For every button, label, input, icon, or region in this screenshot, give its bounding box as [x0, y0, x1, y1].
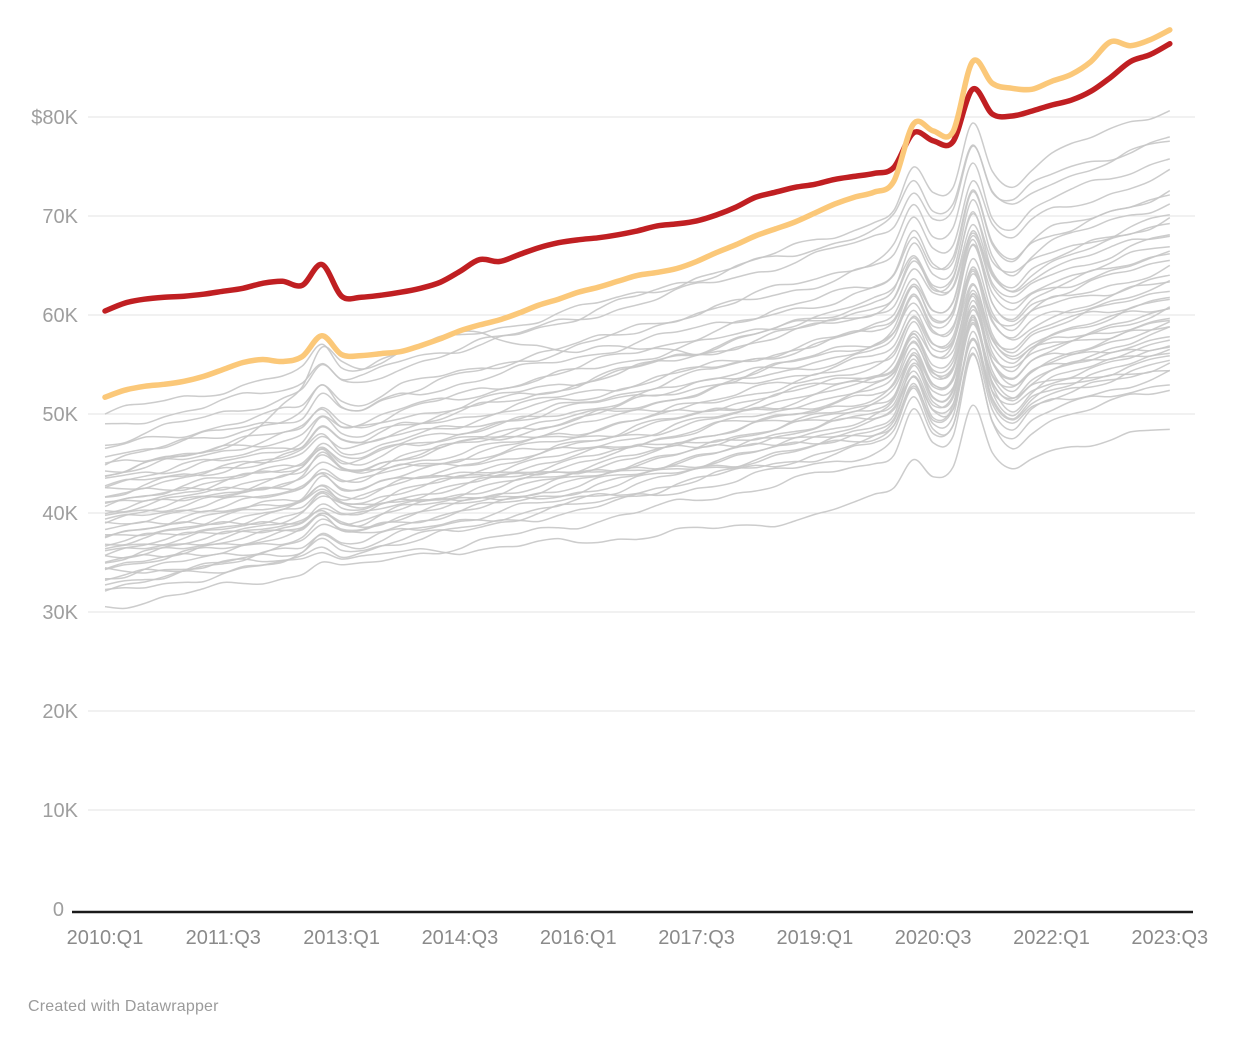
background-line [104, 292, 1170, 517]
datawrapper-credit: Created with Datawrapper [28, 998, 219, 1016]
highlight-yellow-line[interactable] [102, 27, 1173, 400]
background-line [104, 283, 1170, 508]
background-line [104, 306, 1170, 520]
background-line [104, 316, 1170, 586]
y-axis-label: 20K [42, 701, 78, 723]
x-axis-label: 2011:Q3 [186, 927, 261, 949]
x-axis-labels: 2010:Q1 2011:Q3 2013:Q1 2014:Q3 2016:Q1 2017:… [67, 927, 1209, 949]
background-line [104, 299, 1170, 559]
background-line [104, 158, 1171, 466]
background-line [104, 284, 1170, 537]
background-line [104, 305, 1171, 563]
background-line [104, 110, 1171, 447]
background-line [104, 270, 1170, 538]
background-line [104, 189, 1170, 458]
background-line [104, 140, 1170, 425]
background-line [104, 314, 1171, 580]
x-axis-label: 2022:Q1 [1013, 927, 1090, 949]
x-axis-label: 2017:Q3 [658, 927, 735, 949]
background-line [104, 216, 1171, 477]
x-axis-label: 2010:Q1 [67, 927, 144, 949]
background-line [104, 211, 1170, 489]
background-line [104, 337, 1170, 571]
y-axis-label: 70K [42, 206, 78, 228]
background-line [104, 330, 1170, 591]
background-line [104, 235, 1170, 490]
y-axis-label: $80K [31, 107, 78, 129]
background-line [104, 353, 1170, 610]
background-line [104, 230, 1170, 503]
highlight-red-line[interactable] [102, 40, 1173, 314]
y-axis-label: 60K [42, 305, 78, 327]
y-axis-label: 50K [42, 404, 78, 426]
x-axis-label: 2016:Q1 [540, 927, 617, 949]
background-line [104, 321, 1170, 546]
background-line [104, 189, 1171, 478]
background-line [104, 314, 1170, 570]
background-line [104, 243, 1171, 479]
background-line [104, 238, 1170, 524]
x-axis-label: 2020:Q3 [895, 927, 972, 949]
background-line [104, 266, 1170, 525]
credit-text: Created with Datawrapper [28, 998, 219, 1015]
x-axis-label: 2019:Q1 [776, 927, 853, 949]
y-axis-label: 10K [42, 800, 78, 822]
y-axis-labels: $80K 70K 60K 50K 40K 30K 20K 10K 0 [31, 107, 78, 921]
y-axis-label: 0 [53, 899, 64, 921]
x-axis-label: 2013:Q1 [303, 927, 380, 949]
background-line [104, 346, 1171, 582]
background-line [104, 293, 1171, 547]
x-axis-label: 2014:Q3 [422, 927, 499, 949]
background-line [104, 223, 1170, 473]
x-axis-label: 2023:Q3 [1131, 927, 1208, 949]
background-line [104, 168, 1171, 450]
y-axis-label: 40K [42, 503, 78, 525]
background-lines [104, 110, 1171, 610]
background-line [104, 258, 1171, 515]
background-line [104, 199, 1171, 499]
y-axis-label: 30K [42, 602, 78, 624]
